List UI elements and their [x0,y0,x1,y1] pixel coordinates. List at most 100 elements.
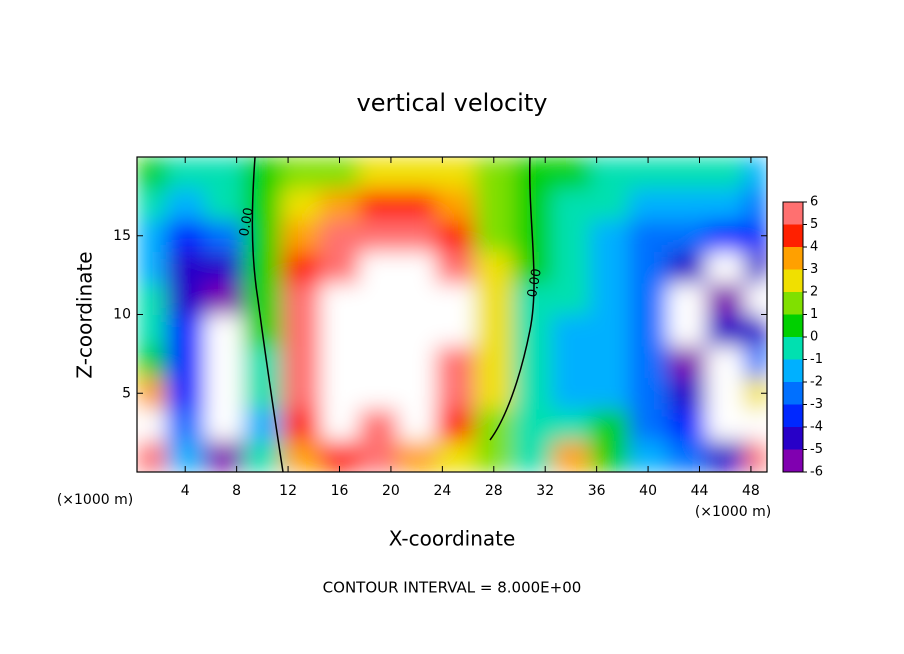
cell [358,409,398,441]
cell [474,409,514,441]
x-tick-label: 12 [279,483,297,499]
cell [397,346,437,378]
cell [281,157,321,189]
cell [744,314,767,347]
cell [705,283,745,315]
cell [744,188,767,221]
x-tick-label: 20 [382,483,400,499]
cell [281,188,321,221]
cell [551,157,591,189]
cell [590,283,630,315]
cell [137,251,167,284]
cell [435,377,475,410]
x-tick-label: 16 [331,483,349,499]
cell [474,251,514,284]
x-unit: (×1000 m) [57,492,133,508]
cell [628,251,668,284]
cell [137,188,167,221]
cell [204,283,244,315]
cell [243,346,283,378]
cell [320,251,360,284]
cell [397,220,437,252]
cell [667,440,707,472]
cell [551,188,591,221]
cell [165,188,205,221]
cell [204,440,244,472]
cell [705,314,745,347]
cell [590,440,630,472]
cell [165,251,205,284]
cell [358,377,398,410]
cell [551,346,591,378]
cell [513,377,553,410]
cell [705,409,745,441]
cell [705,188,745,221]
colorbar-swatch [783,247,803,270]
colorbar-label: 5 [810,217,818,232]
x-axis-label: X-coordinate [389,527,516,551]
cell [590,409,630,441]
colorbar-label: 6 [810,195,818,210]
cell [281,283,321,315]
cell [744,157,767,189]
cell [243,283,283,315]
cell [397,157,437,189]
cell [705,157,745,189]
cell [667,220,707,252]
cell [281,440,321,472]
cell [551,251,591,284]
colorbar-label: 3 [810,262,818,277]
cell [435,188,475,221]
cell [551,283,591,315]
cell [281,346,321,378]
colorbar-swatch [783,202,803,225]
cell [137,440,167,472]
y-axis-label: Z-coordinate [73,251,97,378]
cell [137,346,167,378]
colorbar-swatch [783,382,803,405]
cell [474,220,514,252]
cell [320,220,360,252]
x-tick-label: 48 [742,483,760,499]
cell [320,188,360,221]
colorbar-swatch [783,359,803,382]
cell [204,377,244,410]
cell [435,346,475,378]
cell [243,220,283,252]
cell [551,377,591,410]
cell [590,251,630,284]
cell [204,220,244,252]
cell [667,346,707,378]
cell [358,314,398,347]
cell [590,220,630,252]
x-tick-label: 32 [536,483,554,499]
cell [513,440,553,472]
cell [513,409,553,441]
colorbar-swatch [783,449,803,472]
cell [667,409,707,441]
x-tick-label: 28 [485,483,503,499]
cell [320,409,360,441]
cell [358,157,398,189]
cell [551,314,591,347]
cell [358,251,398,284]
cell [204,251,244,284]
cell [397,314,437,347]
colorbar-label: 1 [810,307,818,322]
cell [320,346,360,378]
cell [204,157,244,189]
cell [590,377,630,410]
cell [667,377,707,410]
cell [165,377,205,410]
cell [320,314,360,347]
cell [744,409,767,441]
cell [628,346,668,378]
cell [705,377,745,410]
colorbar-label: -5 [810,442,823,457]
cell [397,377,437,410]
cell [281,409,321,441]
cell [320,377,360,410]
cell [667,314,707,347]
cell [358,346,398,378]
